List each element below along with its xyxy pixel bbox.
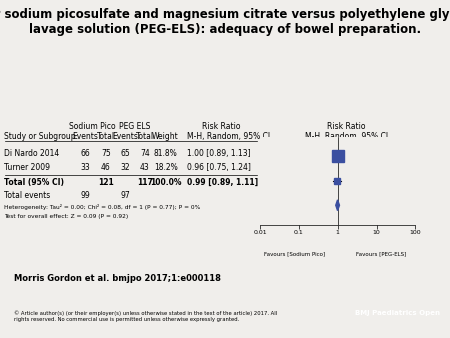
Text: 74: 74 [140, 149, 150, 158]
Text: 81.8%: 81.8% [154, 149, 177, 158]
Text: 65: 65 [120, 149, 130, 158]
Text: Favours [PEG-ELS]: Favours [PEG-ELS] [356, 251, 406, 256]
Text: 75: 75 [101, 149, 111, 158]
Text: Sodium Pico: Sodium Pico [69, 122, 116, 131]
Text: 32: 32 [120, 163, 130, 172]
Text: M-H, Random, 95% CI: M-H, Random, 95% CI [305, 132, 388, 141]
Text: Total: Total [136, 132, 154, 141]
Text: Morris Gordon et al. bmjpo 2017;1:e000118: Morris Gordon et al. bmjpo 2017;1:e00011… [14, 274, 220, 283]
Text: 18.2%: 18.2% [154, 163, 177, 172]
Text: 100.0%: 100.0% [150, 178, 181, 187]
Text: 66: 66 [81, 149, 90, 158]
Text: 97: 97 [120, 191, 130, 200]
Text: Di Nardo 2014: Di Nardo 2014 [4, 149, 60, 158]
Text: BMJ Paediatrics Open: BMJ Paediatrics Open [355, 311, 440, 316]
Text: 43: 43 [140, 163, 150, 172]
Text: Test for overall effect: Z = 0.09 (P = 0.92): Test for overall effect: Z = 0.09 (P = 0… [4, 215, 129, 219]
Text: 99: 99 [81, 191, 90, 200]
Text: M-H, Random, 95% CI: M-H, Random, 95% CI [187, 132, 270, 141]
Text: 33: 33 [81, 163, 90, 172]
Text: Events: Events [72, 132, 99, 141]
Text: Favours [Sodium Pico]: Favours [Sodium Pico] [264, 251, 325, 256]
Text: Forest plot for sodium picosulfate and magnesium citrate versus polyethylene gly: Forest plot for sodium picosulfate and m… [0, 8, 450, 37]
Text: 0.96 [0.75, 1.24]: 0.96 [0.75, 1.24] [187, 163, 251, 172]
Text: Risk Ratio: Risk Ratio [202, 122, 240, 131]
Text: Weight: Weight [152, 132, 179, 141]
Text: 0.99 [0.89, 1.11]: 0.99 [0.89, 1.11] [187, 178, 258, 187]
Text: 121: 121 [98, 178, 113, 187]
Text: Events: Events [112, 132, 138, 141]
Polygon shape [336, 200, 339, 211]
Text: 117: 117 [137, 178, 153, 187]
Text: 46: 46 [101, 163, 111, 172]
Text: Total: Total [97, 132, 115, 141]
Text: Risk Ratio: Risk Ratio [327, 122, 366, 131]
Text: Study or Subgroup: Study or Subgroup [4, 132, 76, 141]
Text: © Article author(s) (or their employer(s) unless otherwise stated in the text of: © Article author(s) (or their employer(s… [14, 310, 277, 322]
Text: Heterogeneity: Tau² = 0.00; Chi² = 0.08, df = 1 (P = 0.77); P = 0%: Heterogeneity: Tau² = 0.00; Chi² = 0.08,… [4, 204, 201, 210]
Text: Total events: Total events [4, 191, 51, 200]
Text: PEG ELS: PEG ELS [119, 122, 151, 131]
Text: 1.00 [0.89, 1.13]: 1.00 [0.89, 1.13] [187, 149, 250, 158]
Text: Total (95% CI): Total (95% CI) [4, 178, 64, 187]
Text: Turner 2009: Turner 2009 [4, 163, 50, 172]
